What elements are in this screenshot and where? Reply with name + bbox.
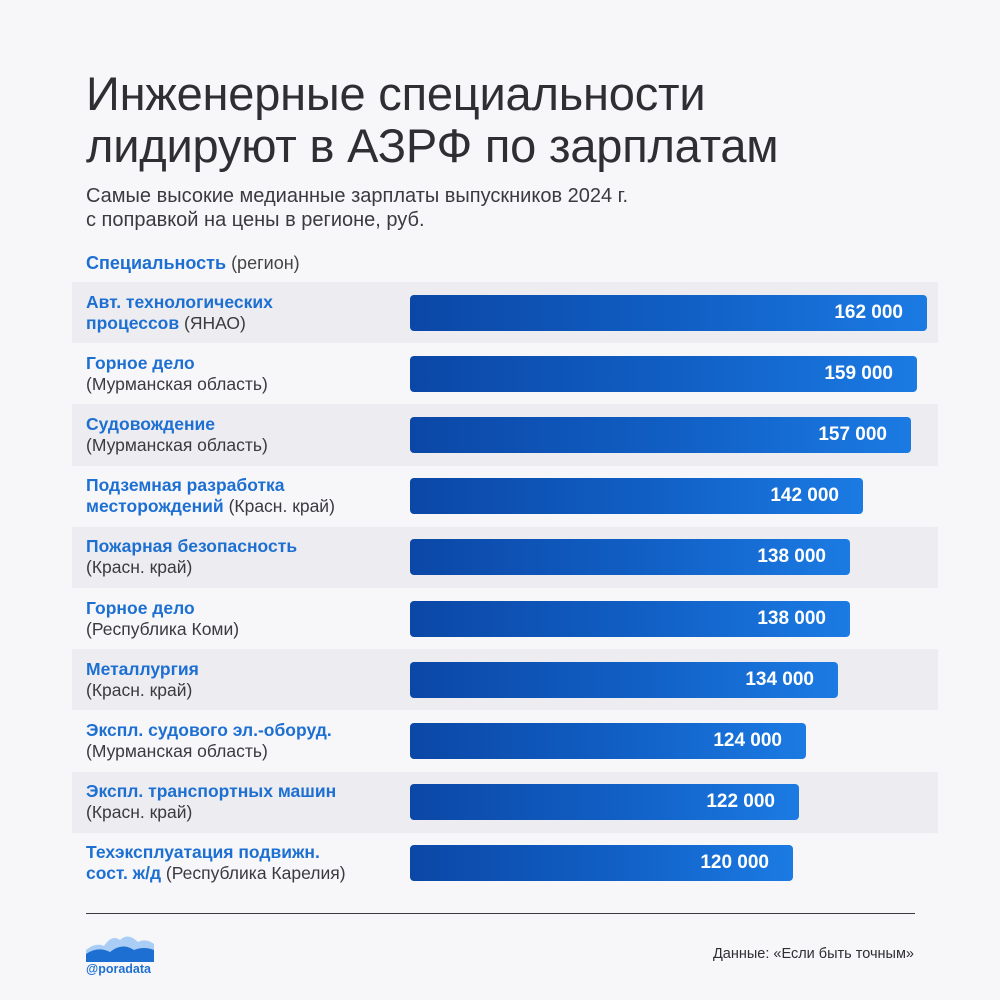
row-label-line: Горное дело	[86, 598, 406, 619]
bar: 142 000	[410, 478, 863, 515]
mountains-wave-logo-icon	[86, 936, 154, 962]
specialty-text: Пожарная безопасность	[86, 536, 298, 557]
chart-row: Горное дело (Республика Коми) 138 000	[72, 588, 938, 649]
specialty-text: Экспл. транспортных машин	[86, 781, 337, 802]
subtitle-line-1: Самые высокие медианные зарплаты выпускн…	[86, 185, 629, 207]
row-label: Авт. технологических процессов (ЯНАО)	[86, 292, 406, 334]
specialty-text: Подземная разработка	[86, 475, 285, 496]
row-label-line: процессов (ЯНАО)	[86, 313, 406, 334]
specialty-text: Техэксплуатация подвижн.	[86, 842, 320, 863]
bar: 138 000	[410, 600, 850, 637]
bar-value-label: 157 000	[818, 423, 887, 445]
chart-row: Экспл. судового эл.-оборуд. (Мурманская о…	[72, 710, 938, 771]
bar-value-label: 138 000	[757, 546, 826, 568]
bar: 124 000	[410, 722, 806, 759]
row-label-line: Экспл. судового эл.-оборуд.	[86, 720, 406, 741]
subtitle-line-2: с поправкой на цены в регионе, руб.	[86, 209, 425, 231]
specialty-text: процессов	[86, 312, 180, 333]
region-text: (Красн. край)	[223, 496, 335, 517]
chart-row: Техэксплуатация подвижн. сост. ж/д (Респу…	[72, 833, 938, 894]
bar: 138 000	[410, 539, 850, 576]
title-line-2: лидируют в АЗРФ по зарплатам	[86, 119, 779, 172]
row-label-line: Судовождение	[86, 414, 406, 435]
bar-value-label: 138 000	[757, 607, 826, 629]
bar-value-label: 122 000	[706, 791, 775, 813]
footer-divider	[86, 913, 915, 914]
row-label-line: Техэксплуатация подвижн.	[86, 842, 406, 863]
row-label-line: (Красн. край)	[86, 802, 406, 823]
chart-row: Авт. технологических процессов (ЯНАО) 162 …	[72, 282, 938, 344]
row-label-line: Металлургия	[86, 659, 406, 680]
bar-value-label: 162 000	[834, 301, 903, 323]
bar-value-label: 142 000	[770, 485, 839, 507]
row-label-line: (Мурманская область)	[86, 374, 406, 395]
column-header: Специальность (регион)	[86, 252, 300, 274]
specialty-text: Горное дело	[86, 597, 195, 618]
chart-row: Судовождение (Мурманская область) 157 000	[72, 404, 938, 466]
chart-row: Пожарная безопасность (Красн. край) 138 00…	[72, 526, 938, 588]
bar: 134 000	[410, 661, 838, 698]
row-label: Экспл. судового эл.-оборуд. (Мурманская о…	[86, 720, 406, 762]
title-line-1: Инженерные специальности	[86, 67, 706, 120]
row-label-line: Горное дело	[86, 353, 406, 374]
specialty-text: Экспл. судового эл.-оборуд.	[86, 719, 332, 740]
row-label: Техэксплуатация подвижн. сост. ж/д (Респу…	[86, 842, 406, 884]
region-text: (Республика Карелия)	[161, 863, 346, 884]
subtitle: Самые высокие медианные зарплаты выпускн…	[86, 184, 946, 232]
brand-handle: @poradata	[86, 962, 151, 976]
specialty-text: сост. ж/д	[86, 863, 162, 884]
specialty-text: Металлургия	[86, 658, 199, 679]
row-label-line: (Мурманская область)	[86, 741, 406, 762]
row-label-line: Авт. технологических	[86, 292, 406, 313]
row-label-line: (Красн. край)	[86, 680, 406, 701]
row-label-line: Подземная разработка	[86, 475, 406, 496]
column-header-region: (регион)	[231, 253, 300, 273]
region-text: (Красн. край)	[86, 679, 193, 700]
specialty-text: Авт. технологических	[86, 291, 273, 312]
row-label: Горное дело (Республика Коми)	[86, 598, 406, 640]
row-label-line: сост. ж/д (Республика Карелия)	[86, 863, 406, 884]
bar: 159 000	[410, 355, 917, 392]
chart-row: Подземная разработка месторождений (Красн…	[72, 466, 938, 527]
specialty-text: Горное дело	[86, 352, 195, 373]
page-title: Инженерные специальности лидируют в АЗРФ…	[86, 68, 946, 172]
row-label: Экспл. транспортных машин (Красн. край)	[86, 781, 406, 823]
row-label-line: (Красн. край)	[86, 557, 406, 578]
specialty-text: Судовождение	[86, 413, 216, 434]
bar: 120 000	[410, 845, 793, 882]
specialty-text: месторождений	[86, 496, 224, 517]
row-label-line: (Республика Коми)	[86, 619, 406, 640]
bar-value-label: 159 000	[824, 362, 893, 384]
bar-chart: Авт. технологических процессов (ЯНАО) 162 …	[72, 282, 938, 894]
chart-row: Горное дело (Мурманская область) 159 000	[72, 343, 938, 404]
bar: 157 000	[410, 416, 911, 453]
region-text: (Красн. край)	[86, 802, 193, 823]
data-source: Данные: «Если быть точным»	[712, 946, 914, 962]
row-label: Судовождение (Мурманская область)	[86, 414, 406, 456]
region-text: (Мурманская область)	[86, 373, 268, 394]
row-label: Пожарная безопасность (Красн. край)	[86, 536, 406, 578]
bar-value-label: 124 000	[713, 729, 782, 751]
row-label-line: (Мурманская область)	[86, 435, 406, 456]
row-label: Металлургия (Красн. край)	[86, 659, 406, 701]
bar-value-label: 134 000	[745, 668, 814, 690]
region-text: (Красн. край)	[86, 557, 193, 578]
chart-row: Металлургия (Красн. край) 134 000	[72, 649, 938, 711]
row-label: Подземная разработка месторождений (Красн…	[86, 475, 406, 517]
row-label-line: Экспл. транспортных машин	[86, 781, 406, 802]
row-label-line: Пожарная безопасность	[86, 536, 406, 557]
chart-row: Экспл. транспортных машин (Красн. край) 12…	[72, 771, 938, 833]
bar: 162 000	[410, 294, 927, 331]
region-text: (Республика Коми)	[86, 618, 240, 639]
row-label-line: месторождений (Красн. край)	[86, 496, 406, 517]
region-text: (ЯНАО)	[179, 312, 246, 333]
region-text: (Мурманская область)	[86, 740, 268, 761]
column-header-specialty: Специальность	[86, 253, 227, 273]
bar-value-label: 120 000	[700, 852, 769, 874]
region-text: (Мурманская область)	[86, 434, 268, 455]
row-label: Горное дело (Мурманская область)	[86, 353, 406, 395]
bar: 122 000	[410, 784, 799, 821]
